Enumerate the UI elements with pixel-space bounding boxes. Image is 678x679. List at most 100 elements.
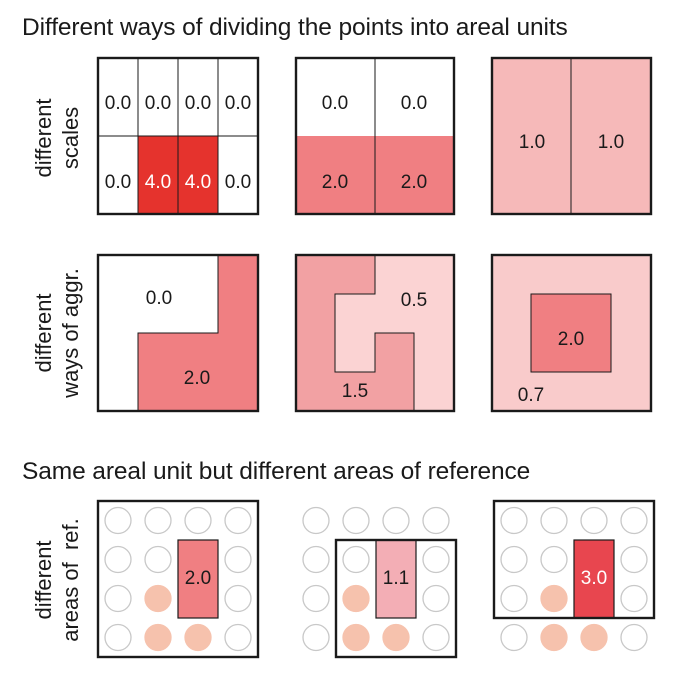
panel-border <box>96 253 260 413</box>
row-label-scales-line1: different <box>31 98 56 177</box>
point-empty <box>500 584 528 613</box>
point-empty <box>500 545 528 574</box>
panel-border <box>294 253 456 413</box>
point-empty <box>382 506 410 535</box>
reference-area-border <box>96 499 260 659</box>
cell-bottom-3 <box>178 136 218 214</box>
cell-bottom-left <box>296 136 375 214</box>
heading-dividing-points: Different ways of dividing the points in… <box>22 14 568 41</box>
reference-panel-full: 2.0 <box>96 499 260 659</box>
heading-areas-of-reference: Same areal unit but different areas of r… <box>22 458 531 485</box>
point-empty <box>342 506 370 535</box>
point-filled <box>580 623 608 652</box>
point-empty <box>302 584 330 613</box>
value-label: 0.0 <box>185 93 211 114</box>
panel-border <box>96 56 260 216</box>
cell-top-3 <box>178 58 218 136</box>
panel-border <box>490 56 653 216</box>
reference-area-border <box>492 499 656 620</box>
point-empty <box>422 584 450 613</box>
cell-top-2 <box>138 58 178 136</box>
point-empty <box>224 545 252 574</box>
reference-area-border <box>334 538 458 659</box>
scales-panel-4x2: 0.0 0.0 0.0 0.0 0.0 4.0 4.0 0.0 <box>96 56 260 216</box>
value-label: 3.0 <box>581 568 607 589</box>
point-empty <box>422 506 450 535</box>
value-label: 4.0 <box>185 172 211 193</box>
row-label-reference-line2: areas of ref. <box>58 518 83 642</box>
value-label: 0.0 <box>146 288 172 309</box>
reference-panel-top-three-rows: 3.0 <box>492 499 656 652</box>
cell-top-1 <box>98 58 138 136</box>
point-empty <box>342 545 370 574</box>
point-empty <box>302 506 330 535</box>
row-label-scales: different scales <box>31 98 83 177</box>
value-label: 0.5 <box>401 290 427 311</box>
row-label-aggregation-line2: ways of aggr. <box>58 268 83 399</box>
point-filled <box>342 584 370 613</box>
value-label: 1.0 <box>519 132 545 153</box>
point-filled <box>382 623 410 652</box>
value-label: 2.0 <box>184 368 210 389</box>
row-label-scales-line2: scales <box>58 107 83 169</box>
point-empty <box>224 623 252 652</box>
value-label: 0.0 <box>225 93 251 114</box>
point-filled <box>540 623 568 652</box>
cell-bottom-2 <box>138 136 178 214</box>
point-empty <box>144 506 172 535</box>
value-label: 2.0 <box>401 172 427 193</box>
point-empty <box>620 545 648 574</box>
row-label-aggregation: different ways of aggr. <box>31 268 83 399</box>
point-filled <box>144 623 172 652</box>
region-center <box>530 293 612 373</box>
cell-right <box>571 58 651 214</box>
panel-border <box>490 253 653 413</box>
value-label: 0.0 <box>145 93 171 114</box>
point-empty <box>302 623 330 652</box>
value-label: 1.0 <box>598 132 624 153</box>
areal-unit <box>375 539 417 619</box>
point-empty <box>104 623 132 652</box>
value-label: 2.0 <box>558 329 584 350</box>
point-filled <box>144 584 172 613</box>
value-label: 0.0 <box>225 172 251 193</box>
point-filled <box>342 623 370 652</box>
point-empty <box>104 545 132 574</box>
point-empty <box>580 506 608 535</box>
point-empty <box>500 506 528 535</box>
point-empty <box>620 506 648 535</box>
aggregation-panel-center: 2.0 0.7 <box>490 253 653 413</box>
value-label: 0.0 <box>401 93 427 114</box>
value-label: 0.7 <box>518 385 544 406</box>
point-empty <box>104 584 132 613</box>
value-label: 1.5 <box>342 381 368 402</box>
cell-bottom-1 <box>98 136 138 214</box>
point-filled <box>540 584 568 613</box>
cell-left <box>492 58 571 214</box>
point-empty <box>422 623 450 652</box>
point-empty <box>500 623 528 652</box>
value-label: 2.0 <box>185 568 211 589</box>
cell-bottom-4 <box>218 136 258 214</box>
row-label-reference: different areas of ref. <box>31 518 83 642</box>
reference-panel-three-rows-three-cols: 1.1 <box>302 506 458 659</box>
point-empty <box>104 506 132 535</box>
areal-unit <box>573 539 615 619</box>
point-empty <box>422 545 450 574</box>
point-empty <box>620 584 648 613</box>
value-label: 2.0 <box>322 172 348 193</box>
scales-panel-2x2: 0.0 0.0 2.0 2.0 <box>294 56 456 216</box>
point-empty <box>620 623 648 652</box>
point-empty <box>224 506 252 535</box>
areal-unit <box>177 539 219 619</box>
row-label-aggregation-line1: different <box>31 293 56 372</box>
cell-top-left <box>296 58 375 136</box>
point-empty <box>184 506 212 535</box>
cell-top-right <box>375 58 454 136</box>
point-empty <box>540 506 568 535</box>
point-empty <box>540 545 568 574</box>
aggregation-panel-l-shape: 0.0 2.0 <box>96 253 260 413</box>
value-label: 0.0 <box>105 172 131 193</box>
point-filled <box>184 623 212 652</box>
